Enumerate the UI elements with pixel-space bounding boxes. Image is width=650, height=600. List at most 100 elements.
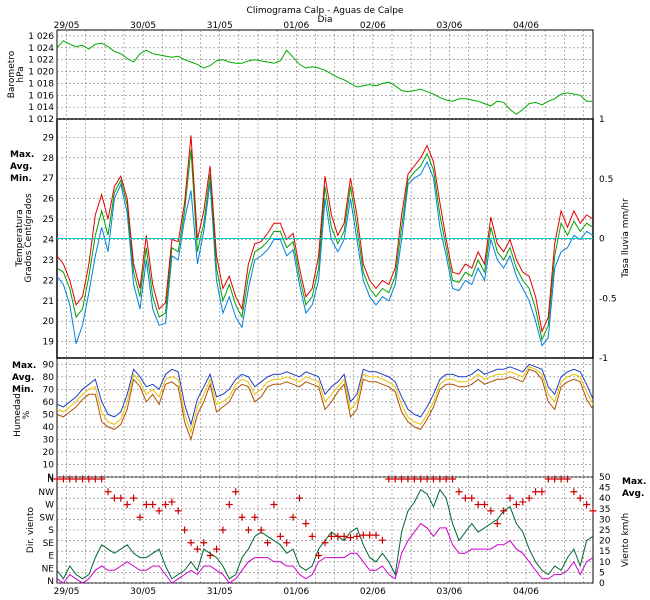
wind-legend: Avg.	[622, 489, 644, 499]
hum-line-Min.	[56, 368, 594, 442]
y-tick-hum: 10	[43, 460, 55, 470]
wind-dir-mark	[302, 520, 310, 528]
wind-avg-line	[56, 522, 594, 584]
wind-dir-mark	[385, 475, 393, 483]
wind-dir-mark	[551, 475, 559, 483]
dir-ylabel: Dir. viento	[26, 506, 36, 553]
temp-line-Avg.	[56, 149, 594, 342]
y-tick-temp: 22	[43, 276, 54, 286]
y2-tick-rain: 0.5	[599, 175, 613, 185]
wind-dir-mark	[270, 501, 278, 508]
hum-ylabel: Humedad	[13, 393, 23, 437]
x-tick-top: 03/06	[436, 21, 462, 31]
wind-dir-mark	[117, 494, 125, 502]
wind-dir-mark	[257, 526, 265, 534]
temp-legend: Max.	[10, 150, 34, 160]
wind-dir-mark	[59, 475, 67, 483]
wind-dir-mark	[442, 475, 450, 483]
chart-layer: 29/05 29/05 30/05 30/05 31/05 31/05 01/06 01/06…	[7, 21, 646, 597]
wind-dir-mark	[474, 501, 482, 508]
temp-line-Min.	[56, 160, 594, 347]
y-tick-hum: 40	[43, 423, 55, 433]
wind-dir-mark	[283, 539, 291, 547]
wind-dir-mark	[219, 526, 227, 534]
wind-dir-mark	[244, 526, 252, 534]
x-tick-bottom: 02/06	[360, 587, 386, 597]
wind-dir-mark	[161, 501, 169, 508]
y-tick-dir: S	[48, 526, 54, 536]
y-tick-dir-top: N	[47, 475, 54, 485]
wind-dir-mark	[398, 475, 406, 483]
y-tick-temp: 21	[43, 297, 54, 307]
baro-ylabel-unit: hPa	[16, 66, 26, 82]
y2-tick-wind: 30	[599, 515, 611, 525]
chart-title: Climograma Calp - Aguas de Calpe	[247, 6, 404, 16]
hum-legend: Max.	[12, 361, 36, 371]
wind-dir-mark	[589, 507, 597, 515]
wind-dir-mark	[563, 475, 571, 483]
x-tick-top: 02/06	[360, 21, 386, 31]
wind-dir-mark	[512, 501, 520, 508]
y-tick-hum: 20	[43, 448, 55, 458]
x-tick-top: 30/05	[130, 21, 156, 31]
wind-dir-mark	[123, 501, 131, 508]
y-tick-temp: 25	[43, 215, 54, 225]
wind-dir-mark	[308, 532, 316, 540]
wind-dir-mark	[213, 545, 221, 553]
wind-dir-mark	[481, 501, 489, 508]
wind-dir-mark	[468, 494, 476, 502]
y2-tick-wind: 25	[599, 526, 610, 536]
y-tick-baro: 1 018	[28, 79, 54, 89]
y2-tick-rain: -1	[599, 354, 608, 364]
y-tick-temp: 28	[43, 154, 55, 164]
y-tick-hum: N	[47, 473, 54, 483]
y-tick-dir: E	[48, 552, 54, 562]
y-tick-baro: 1 020	[28, 68, 54, 78]
temp-line-Max.	[56, 135, 594, 334]
x-tick-bottom: 01/06	[283, 587, 309, 597]
wind-dir-mark	[225, 501, 233, 508]
wind-dir-mark	[359, 531, 367, 539]
wind-dir-mark	[168, 498, 176, 506]
y2-tick-wind: 35	[599, 505, 610, 515]
wind-dir-mark	[193, 545, 201, 553]
wind-dir-mark	[174, 507, 182, 515]
y-tick-temp: 29	[43, 133, 55, 143]
y-tick-hum: 90	[43, 360, 55, 370]
hum-line-Max.	[56, 363, 594, 427]
y2-tick-wind: 10	[599, 558, 611, 568]
y-tick-hum: 30	[43, 435, 55, 445]
y2-tick-wind: 50	[599, 473, 611, 483]
y-tick-temp: 19	[43, 338, 55, 348]
y-tick-dir: N	[47, 577, 54, 587]
wind-dir-mark	[544, 475, 552, 483]
wind-dir-mark	[347, 534, 355, 542]
wind-max-line	[56, 488, 594, 580]
wind-ylabel: Viento km/h	[621, 513, 631, 567]
y-tick-temp: 23	[43, 256, 54, 266]
y2-tick-wind: 40	[599, 494, 611, 504]
wind-dir-mark	[72, 475, 80, 483]
wind-dir-mark	[289, 513, 297, 521]
wind-dir-mark	[149, 501, 157, 508]
y2-tick-wind: 15	[599, 547, 610, 557]
y-tick-hum: 50	[43, 410, 55, 420]
y2-tick-rain: -0.5	[599, 294, 617, 304]
y-tick-dir: SW	[39, 513, 54, 523]
wind-dir-mark	[264, 539, 272, 547]
y-tick-temp: 26	[43, 195, 55, 205]
wind-dir-mark	[276, 532, 284, 540]
y-tick-hum: 60	[43, 398, 55, 408]
hum-legend: Avg.	[12, 373, 34, 383]
temp-ylabel: Temperatura	[15, 209, 25, 267]
wind-dir-mark	[532, 488, 540, 496]
y2-tick-rain: 1	[599, 115, 605, 125]
wind-dir-mark	[576, 494, 584, 502]
y-tick-hum: 70	[43, 385, 55, 395]
wind-dir-mark	[334, 532, 342, 540]
y-tick-baro: 1 016	[28, 91, 54, 101]
x-tick-top: 29/05	[54, 21, 80, 31]
wind-dir-mark	[455, 488, 463, 496]
wind-dir-mark	[423, 475, 431, 483]
wind-dir-mark	[206, 552, 214, 559]
